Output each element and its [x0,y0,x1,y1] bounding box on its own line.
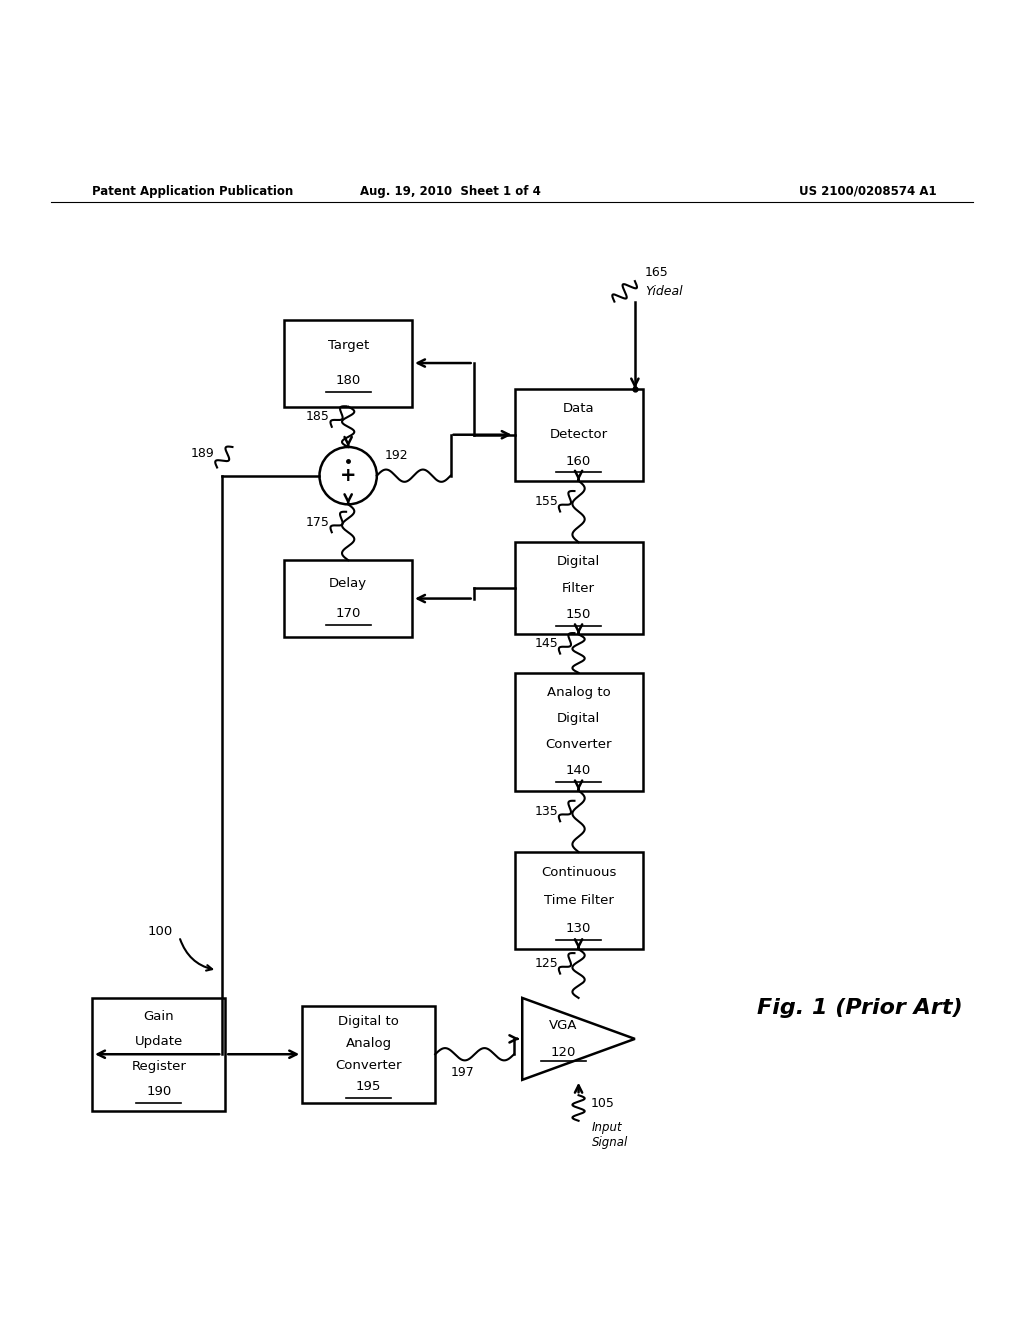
Text: Data: Data [563,401,594,414]
Text: 190: 190 [146,1085,171,1098]
Text: Aug. 19, 2010  Sheet 1 of 4: Aug. 19, 2010 Sheet 1 of 4 [360,185,541,198]
Text: Analog to: Analog to [547,686,610,698]
Bar [514,673,643,791]
Text: 125: 125 [535,957,558,970]
Bar [285,319,412,407]
Text: Patent Application Publication: Patent Application Publication [92,185,294,198]
Bar [514,543,643,635]
Bar [92,998,225,1110]
Text: 189: 189 [190,446,214,459]
Text: +: + [340,466,356,486]
Text: Target: Target [328,339,369,352]
Text: 195: 195 [356,1080,381,1093]
Text: Yideal: Yideal [645,285,683,298]
Bar [514,851,643,949]
Text: 175: 175 [306,516,330,528]
Text: Digital: Digital [557,556,600,569]
Text: Continuous: Continuous [541,866,616,879]
Text: 197: 197 [451,1067,474,1080]
Text: Update: Update [134,1035,183,1048]
Text: Converter: Converter [336,1059,401,1072]
Text: VGA: VGA [549,1019,578,1032]
Text: 170: 170 [336,607,360,620]
Bar [302,1006,435,1104]
Text: 165: 165 [645,267,669,280]
Text: Digital: Digital [557,711,600,725]
Text: 120: 120 [551,1045,575,1059]
Bar [514,388,643,480]
Text: Input: Input [592,1122,623,1134]
Text: Time Filter: Time Filter [544,894,613,907]
Text: Fig. 1 (Prior Art): Fig. 1 (Prior Art) [758,998,963,1018]
Text: 135: 135 [535,804,558,817]
Text: 150: 150 [566,609,591,622]
Text: Delay: Delay [329,577,368,590]
Text: Filter: Filter [562,582,595,595]
Text: 160: 160 [566,454,591,467]
Text: Signal: Signal [592,1135,628,1148]
Text: Detector: Detector [550,428,607,441]
Text: US 2100/0208574 A1: US 2100/0208574 A1 [799,185,936,198]
Text: 145: 145 [535,636,558,649]
Text: 192: 192 [385,449,409,462]
Text: 140: 140 [566,764,591,777]
Bar [285,560,412,638]
Text: 155: 155 [535,495,558,508]
Text: 100: 100 [147,925,173,937]
Text: 185: 185 [306,411,330,422]
Text: 105: 105 [591,1097,614,1110]
Text: Digital to: Digital to [338,1015,399,1028]
Text: Register: Register [131,1060,186,1073]
Text: Converter: Converter [546,738,611,751]
Text: Analog: Analog [345,1038,392,1049]
Text: 130: 130 [566,921,591,935]
Text: 180: 180 [336,374,360,387]
Text: Gain: Gain [143,1010,174,1023]
